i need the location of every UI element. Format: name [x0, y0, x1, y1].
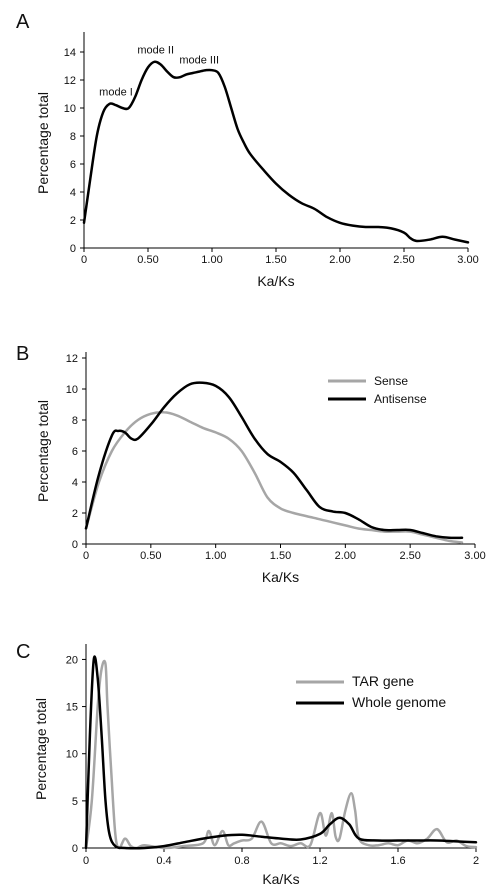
- x-tick-label: 0: [83, 550, 89, 562]
- panel-label-c: C: [16, 641, 30, 663]
- x-tick-label: 0: [81, 254, 87, 266]
- y-tick-label: 10: [66, 749, 78, 761]
- chart-panel-a: 0 2 4 6 8 10 12 14 0 0.50 1.00 1.50 2.00 2.50 3.00 Ka/K…: [35, 32, 479, 289]
- y-tick-label: 0: [70, 243, 76, 255]
- series-line-b-sense: [84, 410, 464, 544]
- x-tick-label: 2.50: [399, 550, 420, 562]
- x-tick-label: 1.50: [265, 254, 286, 266]
- x-tick-label: 2.00: [335, 550, 356, 562]
- x-tick-label: 1.6: [390, 855, 405, 867]
- legend-b: Sense Antisense: [328, 374, 427, 406]
- x-axis-label-a: Ka/Ks: [257, 273, 294, 289]
- x-axis-label-b: Ka/Ks: [262, 569, 299, 585]
- chart-panel-c: 0 5 10 15 20 0 0.4 0.8 1.2 1.6 2 Ka/Ks Percentage to…: [33, 644, 479, 887]
- x-tick-label: 3.00: [457, 254, 478, 266]
- legend-label: Antisense: [374, 392, 427, 406]
- x-tick-label: 1.00: [205, 550, 226, 562]
- y-tick-label: 6: [72, 446, 78, 458]
- x-tick-label: 0.50: [140, 550, 161, 562]
- y-tick-label: 15: [66, 702, 78, 714]
- mode-annotation: mode III: [179, 54, 219, 66]
- panel-label-b: B: [16, 343, 29, 365]
- series-line-c-whole-genome: [84, 655, 478, 850]
- y-tick-label: 4: [72, 477, 78, 489]
- x-tick-label: 2: [473, 855, 479, 867]
- y-tick-label: 12: [66, 353, 78, 365]
- legend-label: TAR gene: [352, 673, 414, 689]
- x-tick-label: 0.8: [234, 855, 249, 867]
- y-tick-label: 0: [72, 539, 78, 551]
- y-axis-label-a: Percentage total: [35, 92, 51, 194]
- y-tick-label: 14: [64, 47, 76, 59]
- legend-label: Sense: [374, 374, 408, 388]
- y-tick-label: 2: [72, 508, 78, 520]
- x-tick-label: 0: [83, 855, 89, 867]
- x-axis-label-c: Ka/Ks: [262, 871, 299, 887]
- mode-annotation: mode II: [137, 45, 174, 57]
- x-tick-label: 2.00: [329, 254, 350, 266]
- chart-panel-b: 0 2 4 6 8 10 12 0 0.50 1.00 1.50 2.00 2.50 3.00 Ka/Ks P…: [35, 352, 486, 585]
- series-line-c-tar-gene: [84, 659, 478, 850]
- y-tick-label: 5: [72, 796, 78, 808]
- legend-c: TAR gene Whole genome: [296, 673, 446, 710]
- y-tick-label: 10: [64, 103, 76, 115]
- x-tick-label: 2.50: [393, 254, 414, 266]
- y-tick-label: 20: [66, 654, 78, 666]
- x-tick-label: 3.00: [464, 550, 485, 562]
- panel-label-a: A: [16, 11, 30, 33]
- y-tick-label: 0: [72, 843, 78, 855]
- mode-annotation: mode I: [99, 87, 133, 99]
- y-tick-label: 6: [70, 159, 76, 171]
- legend-label: Whole genome: [352, 694, 446, 710]
- y-tick-label: 8: [70, 131, 76, 143]
- y-tick-label: 8: [72, 415, 78, 427]
- x-tick-label: 1.2: [312, 855, 327, 867]
- y-tick-label: 10: [66, 384, 78, 396]
- x-tick-label: 1.00: [201, 254, 222, 266]
- y-axis-label-c: Percentage total: [33, 698, 49, 800]
- x-tick-label: 0.50: [137, 254, 158, 266]
- x-tick-label: 1.50: [270, 550, 291, 562]
- y-tick-label: 12: [64, 75, 76, 87]
- y-tick-label: 2: [70, 215, 76, 227]
- series-line-b-antisense: [84, 381, 464, 540]
- series-line-a-0: [82, 60, 470, 244]
- x-tick-label: 0.4: [156, 855, 171, 867]
- y-axis-label-b: Percentage total: [35, 400, 51, 502]
- y-tick-label: 4: [70, 187, 76, 199]
